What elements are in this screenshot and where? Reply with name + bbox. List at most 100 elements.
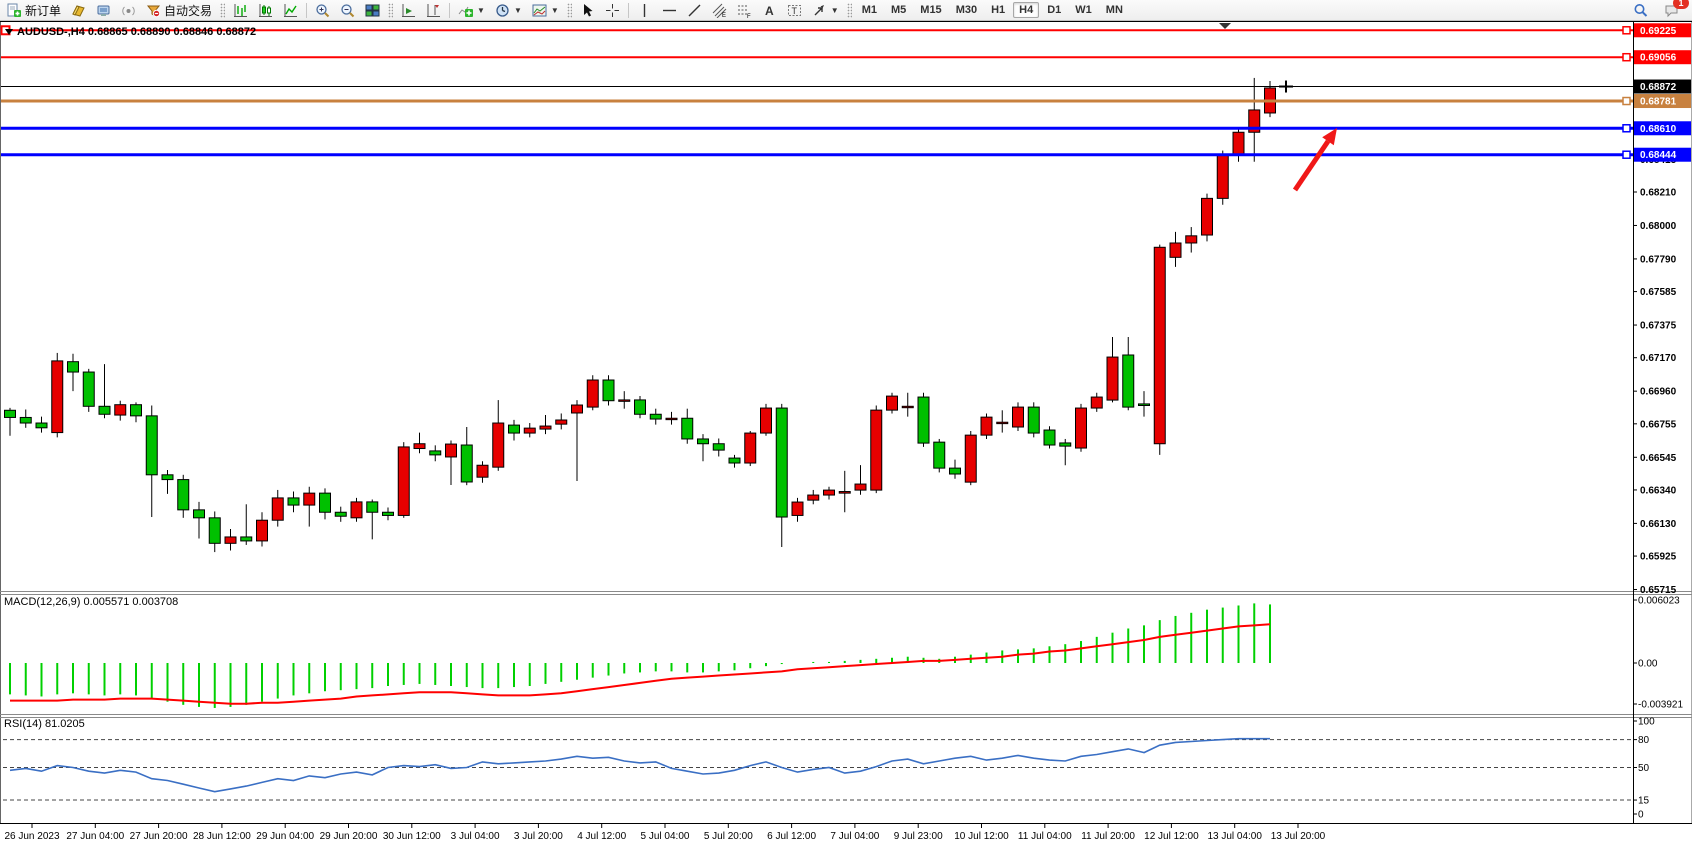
text-label-tool-button[interactable]: T — [783, 0, 806, 20]
bar-chart-icon — [234, 3, 248, 17]
svg-text:29 Jun 20:00: 29 Jun 20:00 — [320, 831, 378, 842]
charts-folder-button[interactable] — [67, 0, 90, 20]
timeframe-h1-button[interactable]: H1 — [991, 4, 1006, 16]
candlestick-series[interactable] — [4, 77, 1276, 553]
rsi-indicator-label: RSI(14) 81.0205 — [4, 718, 85, 730]
vline-icon — [643, 3, 645, 17]
candle — [303, 492, 316, 506]
new-order-button[interactable]: 新订单 — [3, 0, 65, 20]
svg-text:0.68000: 0.68000 — [1640, 221, 1677, 232]
notifications-button[interactable]: 1 — [1660, 0, 1689, 20]
svg-text:-0.003921: -0.003921 — [1638, 700, 1683, 711]
toolbar-grip — [388, 2, 394, 18]
macd-pane — [9, 603, 1271, 708]
svg-text:0.66755: 0.66755 — [1640, 419, 1677, 430]
candle — [539, 425, 552, 430]
chart-shift-marker[interactable] — [1219, 23, 1231, 29]
candle — [901, 405, 914, 409]
candle — [177, 479, 190, 511]
chevron-down-icon: ▼ — [550, 5, 559, 15]
line-handle — [1622, 52, 1631, 62]
candle — [193, 509, 205, 519]
candle — [508, 424, 520, 434]
indicators-button[interactable]: ▼ — [454, 0, 489, 20]
svg-text:E: E — [722, 13, 726, 18]
fibonacci-tool-button[interactable]: F — [733, 0, 756, 20]
chevron-down-icon: ▼ — [477, 5, 485, 15]
candle — [712, 443, 725, 451]
timeframe-m30-button[interactable]: M30 — [955, 4, 978, 16]
toolbar: 新订单 自动交易 ▼ ▼ ▼ E F A T ▼ M1 M5 M15 M30 H1 H4 D1 W1 MN 1 — [0, 0, 1692, 21]
trendline-icon — [688, 4, 701, 16]
line-chart-mode-button[interactable] — [279, 0, 302, 20]
templates-button[interactable]: ▼ — [528, 0, 563, 20]
candle — [681, 417, 694, 440]
candle — [19, 416, 32, 424]
candle — [98, 405, 111, 415]
text-tool-button[interactable]: A — [758, 0, 781, 20]
toolbar-grip — [846, 2, 852, 18]
candle — [571, 404, 583, 414]
auto-scroll-button[interactable] — [397, 0, 420, 20]
timeframe-m5-button[interactable]: M5 — [891, 4, 907, 16]
svg-text:F: F — [747, 14, 751, 18]
bar-chart-mode-button[interactable] — [229, 0, 252, 20]
candle — [586, 379, 599, 408]
candle — [791, 501, 804, 516]
cursor-button[interactable] — [576, 0, 599, 20]
signals-button[interactable] — [117, 0, 140, 20]
line-handle — [1622, 124, 1631, 133]
candle — [51, 360, 64, 434]
equidistant-channel-tool-button[interactable]: E — [708, 0, 731, 20]
trendline-tool-button[interactable] — [683, 0, 706, 20]
autotrading-button[interactable]: 自动交易 — [142, 0, 216, 20]
candle — [555, 419, 568, 425]
candle — [775, 407, 788, 518]
search-button[interactable] — [1629, 0, 1652, 20]
price-axis: 0.684150.682100.680000.677900.675850.673… — [1633, 23, 1691, 821]
svg-text:15: 15 — [1638, 796, 1650, 807]
zoom-out-button[interactable] — [336, 0, 359, 20]
zoom-in-button[interactable] — [311, 0, 334, 20]
arrow-tool-icon — [814, 4, 824, 15]
candle — [492, 422, 505, 468]
periods-button[interactable]: ▼ — [491, 0, 526, 20]
timeframe-mn-button[interactable]: MN — [1105, 4, 1123, 16]
svg-text:11 Jul 04:00: 11 Jul 04:00 — [1018, 831, 1072, 842]
svg-text:0.66130: 0.66130 — [1640, 519, 1677, 530]
channel-icon: E — [712, 3, 727, 18]
candle — [1106, 356, 1119, 401]
autotrading-label: 自动交易 — [164, 3, 213, 18]
timeframe-m1-button[interactable]: M1 — [861, 4, 877, 16]
horizontal-price-lines[interactable] — [1, 26, 1633, 159]
trend-arrow-annotation[interactable] — [1292, 128, 1337, 192]
timeframe-m15-button[interactable]: M15 — [920, 4, 942, 16]
publisher-button[interactable] — [92, 0, 115, 20]
timeframe-d1-button[interactable]: D1 — [1047, 4, 1062, 16]
arrows-tool-button[interactable]: ▼ — [808, 0, 843, 20]
chart-symbol-title: AUDUSD-,H4 0.68865 0.68890 0.68846 0.688… — [17, 26, 257, 38]
svg-text:T: T — [791, 6, 797, 16]
timeframe-w1-button[interactable]: W1 — [1075, 4, 1092, 16]
crosshair-button[interactable] — [601, 0, 624, 20]
candle-chart-mode-button[interactable] — [254, 0, 277, 20]
svg-text:0.67790: 0.67790 — [1640, 254, 1677, 265]
svg-text:3 Jul 04:00: 3 Jul 04:00 — [451, 831, 500, 842]
svg-text:6 Jul 12:00: 6 Jul 12:00 — [767, 831, 816, 842]
notification-badge: 1 — [1673, 0, 1689, 9]
svg-text:9 Jul 23:00: 9 Jul 23:00 — [894, 831, 943, 842]
svg-text:5 Jul 04:00: 5 Jul 04:00 — [641, 831, 690, 842]
horizontal-line-tool-button[interactable] — [658, 0, 681, 20]
timeframe-h4-button[interactable]: H4 — [1013, 2, 1040, 18]
chart-background[interactable] — [0, 22, 1692, 846]
tile-windows-button[interactable] — [361, 0, 384, 20]
chart-shift-button[interactable] — [422, 0, 445, 20]
vertical-line-tool-button[interactable] — [633, 0, 656, 20]
candle — [1185, 235, 1198, 244]
line-handle — [1622, 96, 1631, 106]
svg-text:50: 50 — [1638, 763, 1650, 774]
svg-text:5 Jul 20:00: 5 Jul 20:00 — [704, 831, 753, 842]
candle — [429, 450, 442, 456]
candle — [1153, 246, 1166, 445]
